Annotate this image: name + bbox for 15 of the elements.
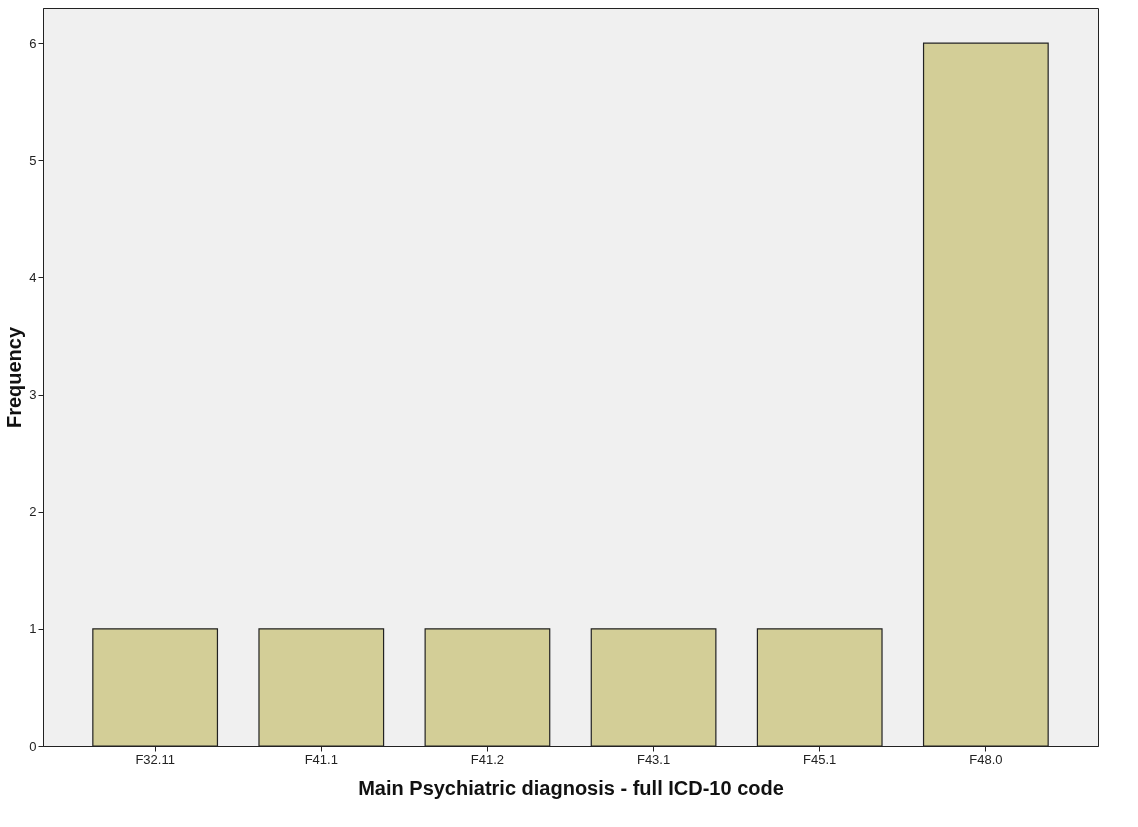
y-tick-label: 4	[29, 269, 37, 285]
y-tick-label: 3	[29, 387, 37, 403]
y-tick-label: 2	[29, 504, 37, 520]
x-tick-label: F45.1	[803, 751, 837, 767]
y-tick-label: 5	[29, 152, 37, 168]
x-axis-title: Main Psychiatric diagnosis - full ICD-10 code	[358, 776, 784, 799]
y-tick-label: 0	[29, 738, 37, 754]
y-axis-title: Frequency	[3, 326, 26, 429]
x-tick-label: F41.1	[304, 751, 338, 767]
x-tick-label: F43.1	[636, 751, 671, 767]
x-tick-label: F48.0	[969, 751, 1003, 767]
x-tick-label: F32.11	[135, 751, 175, 767]
y-tick-label: 6	[29, 35, 37, 51]
y-tick-label: 1	[29, 621, 37, 637]
x-tick-label: F41.2	[470, 751, 505, 767]
